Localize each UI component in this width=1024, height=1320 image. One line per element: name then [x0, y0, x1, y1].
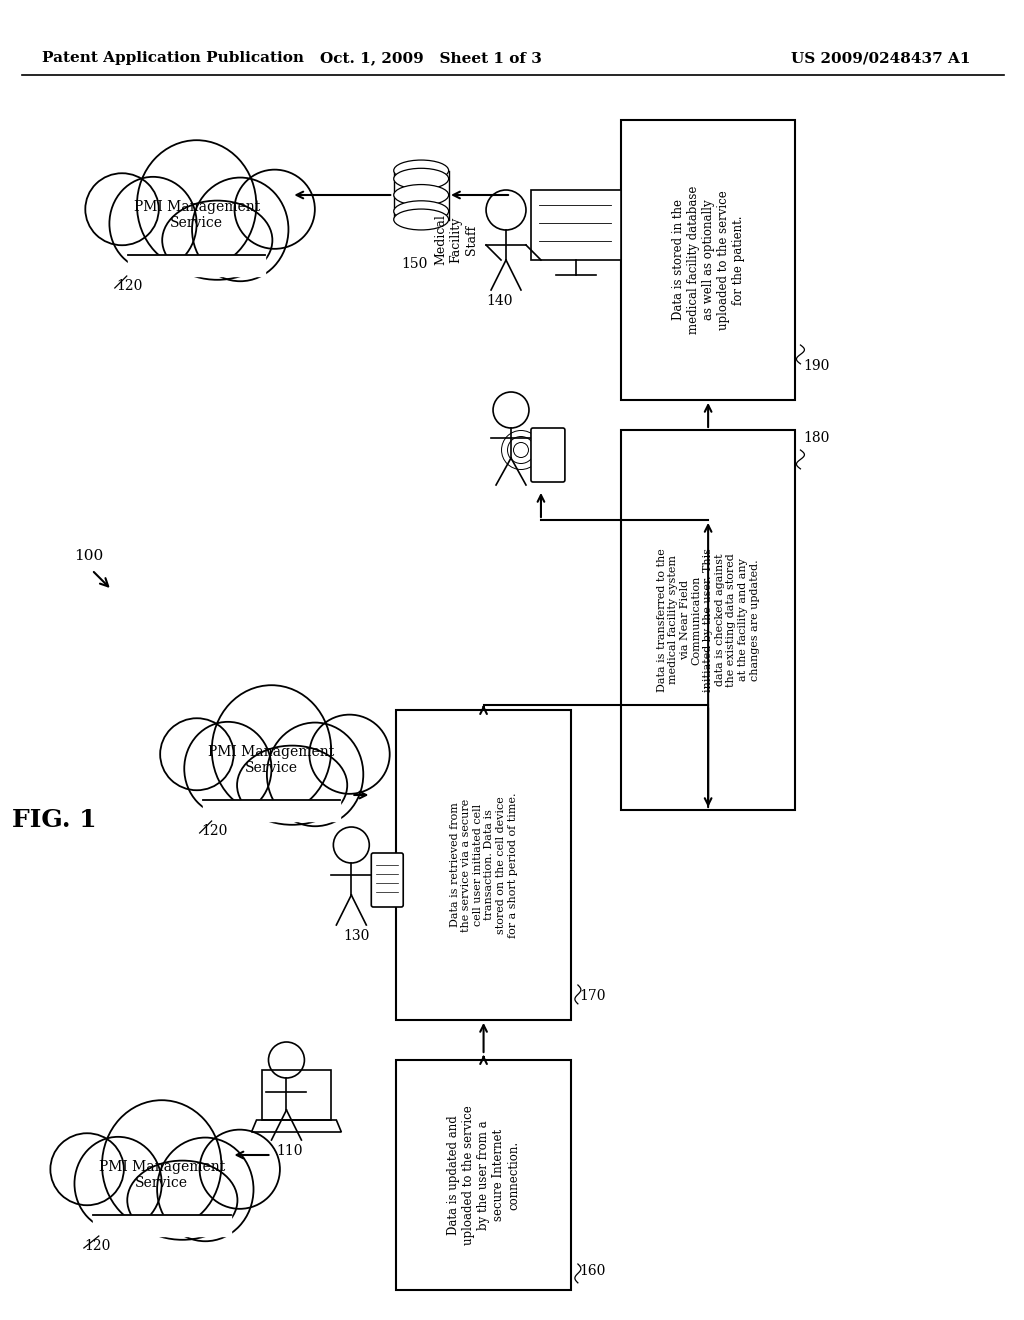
Ellipse shape — [309, 714, 390, 793]
Ellipse shape — [162, 201, 272, 280]
Text: 160: 160 — [579, 1265, 605, 1278]
Text: PMI Management
Service: PMI Management Service — [208, 744, 335, 775]
Ellipse shape — [394, 209, 449, 230]
Text: US 2009/0248437 A1: US 2009/0248437 A1 — [791, 51, 970, 65]
Ellipse shape — [200, 1130, 280, 1209]
Text: 130: 130 — [343, 929, 370, 942]
Ellipse shape — [157, 1138, 254, 1241]
Text: Data is updated and
uploaded to the service
by the user from a
secure Internet
c: Data is updated and uploaded to the serv… — [447, 1105, 520, 1245]
Ellipse shape — [102, 1100, 221, 1230]
Text: FIG. 1: FIG. 1 — [11, 808, 96, 832]
Text: Data is stored in the
medical facility database
as well as optionally
uploaded t: Data is stored in the medical facility d… — [672, 186, 744, 334]
Text: Data is retrieved from
the service via a secure
cell user initiated cell
transac: Data is retrieved from the service via a… — [450, 792, 517, 937]
FancyBboxPatch shape — [531, 428, 565, 482]
Text: 180: 180 — [804, 432, 829, 445]
Bar — [396, 1060, 571, 1290]
Bar — [396, 710, 571, 1020]
Text: Oct. 1, 2009   Sheet 1 of 3: Oct. 1, 2009 Sheet 1 of 3 — [321, 51, 542, 65]
Bar — [394, 162, 449, 227]
Ellipse shape — [160, 718, 233, 791]
Ellipse shape — [212, 685, 331, 814]
Bar — [621, 430, 796, 810]
Ellipse shape — [50, 1134, 124, 1205]
Ellipse shape — [267, 722, 364, 826]
Ellipse shape — [234, 170, 314, 249]
Ellipse shape — [127, 1160, 238, 1239]
Ellipse shape — [394, 168, 449, 189]
Bar — [621, 120, 796, 400]
Text: Data is transferred to the
medical facility system
via Near Field
Communication
: Data is transferred to the medical facil… — [656, 548, 760, 692]
Text: PMI Management
Service: PMI Management Service — [98, 1160, 225, 1191]
Text: 190: 190 — [804, 359, 829, 374]
Text: 140: 140 — [486, 294, 513, 308]
Ellipse shape — [193, 178, 289, 281]
Ellipse shape — [237, 746, 347, 825]
Ellipse shape — [85, 173, 159, 246]
Ellipse shape — [394, 160, 449, 181]
Text: Patent Application Publication: Patent Application Publication — [42, 51, 304, 65]
Ellipse shape — [110, 177, 197, 271]
Text: 150: 150 — [401, 257, 428, 271]
Text: 110: 110 — [276, 1144, 303, 1158]
Text: 100: 100 — [74, 549, 103, 564]
Ellipse shape — [137, 140, 256, 269]
Text: 120: 120 — [117, 279, 143, 293]
Text: 120: 120 — [84, 1239, 111, 1253]
Text: PMI Management
Service: PMI Management Service — [133, 199, 260, 230]
Text: Medical
Facility
Staff: Medical Facility Staff — [434, 215, 477, 265]
Bar — [531, 190, 621, 260]
Text: 120: 120 — [202, 824, 228, 838]
Text: 170: 170 — [579, 989, 605, 1003]
Ellipse shape — [75, 1137, 162, 1230]
Ellipse shape — [394, 185, 449, 206]
Ellipse shape — [184, 722, 271, 816]
Ellipse shape — [394, 201, 449, 222]
FancyBboxPatch shape — [372, 853, 403, 907]
